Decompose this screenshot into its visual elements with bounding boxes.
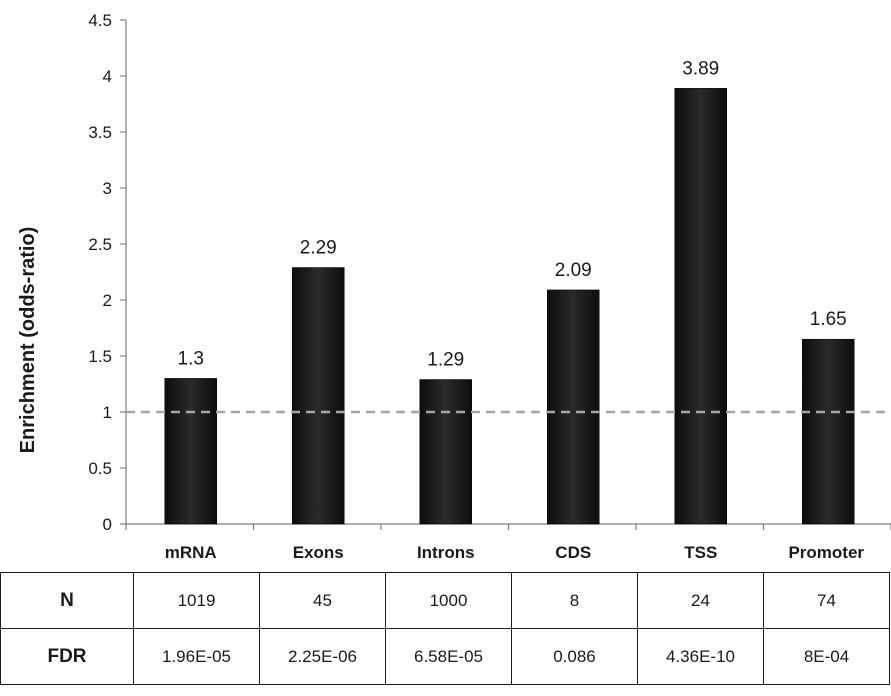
table-cell: 0.086 bbox=[511, 628, 638, 685]
table-cell: 1019 bbox=[133, 572, 260, 629]
table-cell: 6.58E-05 bbox=[385, 628, 512, 685]
table-cell: 2.25E-06 bbox=[259, 628, 386, 685]
table-cell: 8 bbox=[511, 572, 638, 629]
y-tick-label: 2 bbox=[103, 291, 112, 310]
category-labels: mRNA Exons Introns CDS TSS Promoter bbox=[165, 543, 865, 562]
data-label: 1.3 bbox=[178, 348, 204, 369]
data-label: 1.29 bbox=[427, 350, 464, 371]
table-row: N 1019 45 1000 8 24 74 bbox=[0, 572, 890, 629]
bar bbox=[164, 378, 217, 525]
table-cell: 1.96E-05 bbox=[133, 628, 260, 685]
row-header: N bbox=[0, 572, 134, 629]
y-tick-label: 3 bbox=[103, 179, 112, 198]
category-label: TSS bbox=[684, 543, 717, 562]
y-tick-label: 2.5 bbox=[88, 235, 112, 254]
category-label: CDS bbox=[555, 543, 591, 562]
data-label: 1.65 bbox=[810, 309, 847, 330]
table-row: FDR 1.96E-05 2.25E-06 6.58E-05 0.086 4.36E-10… bbox=[0, 628, 890, 685]
y-tick-labels: 0 0.5 1 1.5 2 2.5 3 3.5 4 4.5 bbox=[88, 11, 112, 534]
category-label: mRNA bbox=[165, 543, 217, 562]
category-label: Promoter bbox=[788, 543, 864, 562]
table-cell: 24 bbox=[637, 572, 764, 629]
table-cell: 45 bbox=[259, 572, 386, 629]
y-tick-label: 1 bbox=[103, 403, 112, 422]
data-label: 2.29 bbox=[300, 238, 337, 259]
stats-table: N 1019 45 1000 8 24 74 FDR 1.96E-05 2.25E-06 6.58E… bbox=[0, 572, 890, 685]
table-cell: 4.36E-10 bbox=[637, 628, 764, 685]
enrichment-bar-chart: Enrichment (odds-ratio) 0 0.5 1 1.5 2 2.5 3 3.5… bbox=[17, 11, 891, 562]
bars bbox=[164, 88, 855, 525]
bar bbox=[547, 289, 600, 525]
bar bbox=[292, 267, 345, 525]
y-tick-label: 1.5 bbox=[88, 347, 112, 366]
bar bbox=[419, 379, 472, 525]
y-tick-label: 3.5 bbox=[88, 123, 112, 142]
category-label: Introns bbox=[417, 543, 475, 562]
category-label: Exons bbox=[293, 543, 344, 562]
data-label: 3.89 bbox=[682, 58, 719, 79]
y-tick-label: 4.5 bbox=[88, 11, 112, 30]
table-cell: 74 bbox=[763, 572, 890, 629]
table-cell: 1000 bbox=[385, 572, 512, 629]
table-cell: 8E-04 bbox=[763, 628, 890, 685]
data-labels: 1.3 2.29 1.29 2.09 3.89 1.65 bbox=[178, 58, 847, 370]
y-tick-label: 4 bbox=[103, 67, 112, 86]
row-header: FDR bbox=[0, 628, 134, 685]
axes bbox=[120, 19, 891, 530]
y-axis-title: Enrichment (odds-ratio) bbox=[17, 227, 39, 454]
y-tick-label: 0 bbox=[103, 515, 112, 534]
y-tick-label: 0.5 bbox=[88, 459, 112, 478]
bar bbox=[802, 338, 855, 525]
data-label: 2.09 bbox=[555, 260, 592, 281]
bar bbox=[674, 88, 727, 525]
